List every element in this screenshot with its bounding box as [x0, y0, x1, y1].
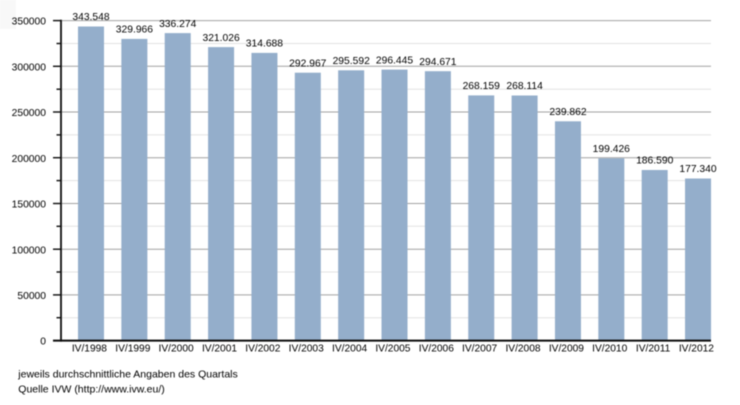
svg-text:IV/1998: IV/1998	[72, 343, 107, 354]
svg-text:IV/2008: IV/2008	[505, 343, 540, 354]
svg-text:329.966: 329.966	[116, 25, 153, 36]
svg-text:295.592: 295.592	[333, 56, 370, 67]
svg-text:IV/2000: IV/2000	[159, 343, 194, 354]
svg-text:Quelle IVW (http://www.ivw.eu/: Quelle IVW (http://www.ivw.eu/)	[18, 383, 164, 395]
svg-text:IV/2012: IV/2012	[679, 343, 714, 354]
svg-text:50000: 50000	[17, 291, 46, 302]
svg-text:IV/2009: IV/2009	[549, 343, 584, 354]
svg-text:IV/2003: IV/2003	[289, 343, 324, 354]
svg-text:IV/2011: IV/2011	[636, 343, 671, 354]
svg-text:186.590: 186.590	[636, 156, 673, 167]
svg-text:100000: 100000	[12, 245, 47, 256]
svg-text:321.026: 321.026	[202, 33, 239, 44]
svg-text:IV/2005: IV/2005	[375, 343, 410, 354]
svg-text:150000: 150000	[12, 200, 47, 211]
svg-text:294.671: 294.671	[419, 57, 456, 68]
svg-text:IV/2006: IV/2006	[419, 343, 454, 354]
svg-text:314.688: 314.688	[246, 39, 283, 50]
svg-text:0: 0	[40, 337, 46, 348]
svg-text:296.445: 296.445	[376, 55, 413, 66]
svg-text:343.548: 343.548	[72, 12, 109, 23]
svg-text:336.274: 336.274	[159, 19, 196, 30]
svg-text:300000: 300000	[12, 62, 47, 73]
svg-text:IV/2010: IV/2010	[592, 343, 627, 354]
svg-text:239.862: 239.862	[549, 107, 586, 118]
svg-text:200000: 200000	[12, 154, 47, 165]
svg-text:177.340: 177.340	[679, 164, 716, 175]
svg-text:IV/1999: IV/1999	[115, 343, 150, 354]
svg-text:250000: 250000	[12, 108, 47, 119]
svg-text:jeweils durchschnittliche Anga: jeweils durchschnittliche Angaben des Qu…	[17, 368, 237, 380]
svg-text:292.967: 292.967	[289, 58, 326, 69]
svg-text:350000: 350000	[12, 17, 47, 28]
svg-text:268.114: 268.114	[506, 81, 543, 92]
svg-text:199.426: 199.426	[593, 144, 630, 155]
svg-text:IV/2001: IV/2001	[202, 343, 237, 354]
svg-text:IV/2007: IV/2007	[462, 343, 497, 354]
svg-text:IV/2002: IV/2002	[245, 343, 280, 354]
svg-text:268.159: 268.159	[463, 81, 500, 92]
svg-text:IV/2004: IV/2004	[332, 343, 367, 354]
